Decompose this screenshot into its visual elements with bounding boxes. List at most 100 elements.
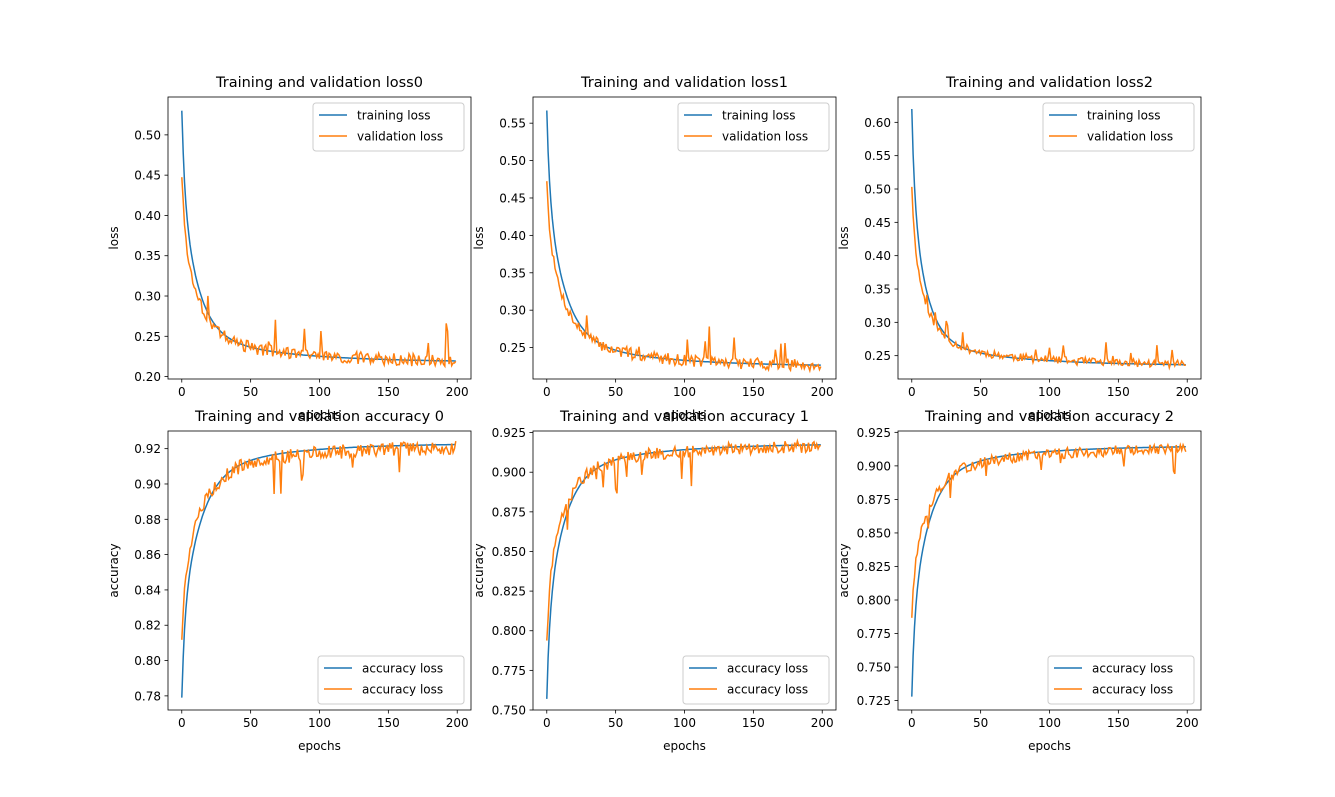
x-tick-label: 200 [446,385,469,399]
subplot-4: 0 50 100 150 200 0.750 0.775 0.800 0.825 0.850 0.8… [472,409,837,753]
y-tick-label: 0.40 [499,229,526,243]
legend: accuracy loss accuracy loss [682,655,830,705]
y-tick-label: 0.775 [857,627,891,641]
subplot-title: Training and validation accuracy 2 [924,409,1174,425]
y-tick-label: 0.55 [499,117,526,131]
y-tick-label: 0.20 [134,370,161,384]
legend-label: accuracy loss [362,683,443,697]
x-tick-label: 0 [178,385,186,399]
x-tick-label: 100 [308,716,331,730]
y-tick-label: 0.50 [864,183,891,197]
y-tick-label: 0.88 [134,513,161,527]
y-tick-label: 0.25 [864,349,891,363]
x-tick-label: 100 [1038,716,1061,730]
x-tick-label: 150 [742,716,765,730]
y-tick-label: 0.78 [134,689,161,703]
x-axis-label: epochs [1028,739,1071,753]
series-line-1 [911,442,1187,618]
y-tick-label: 0.850 [492,545,526,559]
legend-label: validation loss [1087,130,1173,144]
y-tick-label: 0.40 [864,249,891,263]
y-tick-label: 0.875 [857,493,891,507]
y-tick-label: 0.750 [857,661,891,675]
y-tick-label: 0.825 [857,560,891,574]
y-tick-label: 0.80 [134,654,161,668]
x-tick-label: 150 [1107,385,1130,399]
subplot-2: 0 50 100 150 200 0.25 0.30 0.35 0.40 0.45 0.50 0.55… [837,75,1202,422]
legend-label: validation loss [357,130,443,144]
x-tick-label: 200 [1176,385,1199,399]
series-line-1 [181,177,457,369]
legend-label: accuracy loss [727,683,808,697]
legend-label: accuracy loss [1092,662,1173,676]
x-tick-label: 0 [543,716,551,730]
x-axis-label: epochs [298,739,341,753]
y-tick-label: 0.35 [864,283,891,297]
y-tick-label: 0.825 [492,585,526,599]
x-tick-label: 200 [811,716,834,730]
x-axis-label: epochs [298,408,341,422]
subplot-title: Training and validation loss0 [215,75,423,91]
y-tick-label: 0.800 [492,624,526,638]
legend-label: training loss [722,109,795,123]
legend-label: accuracy loss [362,662,443,676]
x-tick-label: 150 [1107,716,1130,730]
x-tick-label: 100 [673,385,696,399]
y-tick-label: 0.900 [492,466,526,480]
legend-label: training loss [1087,109,1160,123]
y-axis-label: loss [472,226,486,249]
x-axis-label: epochs [663,408,706,422]
y-tick-label: 0.50 [499,154,526,168]
x-tick-label: 50 [243,385,258,399]
x-tick-label: 150 [742,385,765,399]
legend-box [682,655,830,705]
legend-label: accuracy loss [727,662,808,676]
legend: training loss validation loss [677,102,830,152]
x-tick-label: 200 [446,716,469,730]
legend-label: validation loss [722,130,808,144]
x-axis-label: epochs [663,739,706,753]
y-tick-label: 0.800 [857,594,891,608]
y-tick-label: 0.25 [134,330,161,344]
y-axis-label: accuracy [472,543,486,597]
y-tick-label: 0.30 [864,316,891,330]
legend-box [1047,655,1195,705]
x-tick-label: 0 [908,385,916,399]
y-tick-label: 0.900 [857,459,891,473]
series-line-1 [546,181,822,374]
legend-box [1042,102,1195,152]
legend-label: accuracy loss [1092,683,1173,697]
y-axis-label: loss [107,226,121,249]
y-tick-label: 0.775 [492,664,526,678]
x-tick-label: 150 [377,716,400,730]
y-tick-label: 0.25 [499,341,526,355]
y-tick-label: 0.60 [864,116,891,130]
x-tick-label: 50 [973,716,988,730]
subplot-title: Training and validation loss1 [580,75,788,91]
y-tick-label: 0.725 [857,694,891,708]
y-tick-label: 0.925 [857,426,891,440]
x-axis-label: epochs [1028,408,1071,422]
series-line-1 [546,438,821,641]
x-tick-label: 200 [1176,716,1199,730]
y-axis-label: accuracy [107,543,121,597]
y-tick-label: 0.925 [492,426,526,440]
legend: accuracy loss accuracy loss [317,655,465,705]
y-tick-label: 0.750 [492,704,526,718]
x-tick-label: 200 [811,385,834,399]
y-tick-label: 0.82 [134,619,161,633]
legend-box [677,102,830,152]
legend-label: training loss [357,109,430,123]
y-tick-label: 0.875 [492,505,526,519]
y-tick-label: 0.45 [864,216,891,230]
y-tick-label: 0.86 [134,548,161,562]
x-tick-label: 100 [1038,385,1061,399]
x-tick-label: 50 [243,716,258,730]
y-axis-label: accuracy [837,543,851,597]
legend: training loss validation loss [1042,102,1195,152]
x-tick-label: 50 [973,385,988,399]
y-tick-label: 0.50 [134,128,161,142]
subplot-5: 0 50 100 150 200 0.725 0.750 0.775 0.800 0.825 0.8… [837,409,1202,753]
subplot-title: Training and validation accuracy 1 [559,409,809,425]
